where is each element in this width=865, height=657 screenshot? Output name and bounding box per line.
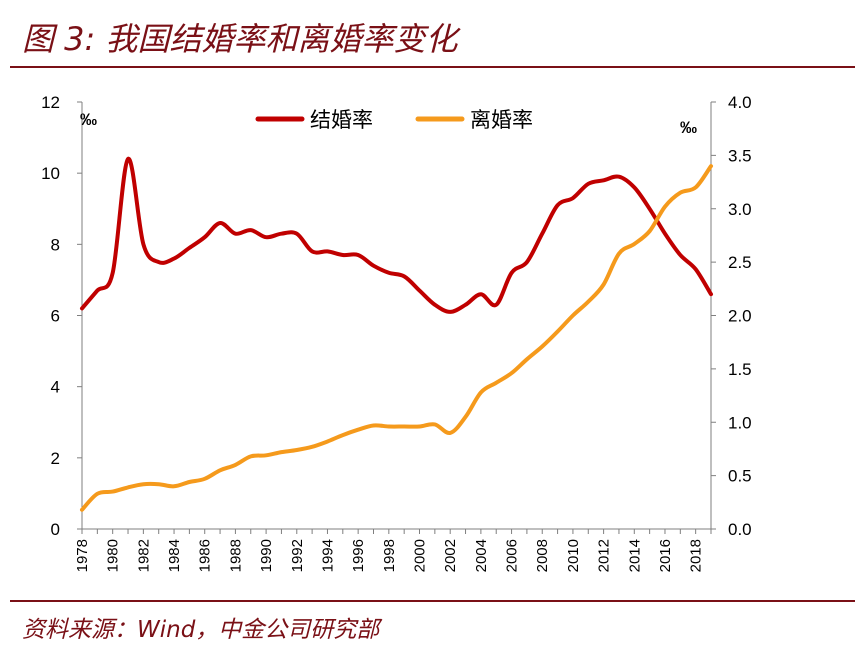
chart-title: 图 3: 我国结婚率和离婚率变化	[22, 20, 458, 58]
right-tick-label: 4.0	[728, 93, 752, 112]
right-tick-label: 0.5	[728, 467, 752, 486]
legend-divorce-label: 离婚率	[470, 108, 533, 132]
left-tick-label: 10	[41, 164, 60, 183]
axes	[81, 102, 712, 530]
right-tick-label: 0.0	[728, 520, 752, 539]
x-tick-label: 1992	[289, 539, 306, 572]
source-note: 资料来源：Wind，中金公司研究部	[22, 617, 380, 643]
right-axis-ticks: 0.0 0.5 1.0 1.5 2.0 2.5 3.0 3.5 4.0	[711, 93, 752, 539]
x-tick-label: 1980	[105, 539, 122, 572]
x-tick-label: 2002	[442, 539, 459, 572]
x-tick-label: 2000	[412, 539, 429, 572]
right-tick-label: 2.0	[728, 307, 752, 326]
x-tick-label: 2006	[504, 539, 521, 572]
left-tick-label: 6	[51, 307, 60, 326]
x-tick-label: 2004	[473, 539, 490, 572]
x-tick-label: 2016	[657, 539, 674, 572]
x-tick-label: 1994	[319, 539, 336, 572]
right-tick-label: 1.0	[728, 413, 752, 432]
legend-marriage-label: 结婚率	[310, 108, 373, 132]
x-tick-label: 2014	[626, 539, 643, 572]
x-tick-label: 1984	[166, 539, 183, 572]
x-axis-ticks: 1978 1980 1982 1984 1986 1988 1990 1992 1994 1996…	[74, 529, 712, 572]
x-tick-label: 1990	[258, 539, 275, 572]
x-tick-label: 2012	[596, 539, 613, 572]
left-tick-label: 12	[41, 93, 60, 112]
right-tick-label: 2.5	[728, 253, 752, 272]
x-tick-label: 2018	[688, 539, 705, 572]
x-tick-label: 1996	[350, 539, 367, 572]
right-axis-unit: ‰	[680, 118, 697, 137]
x-tick-label: 1982	[135, 539, 152, 572]
x-tick-label: 2008	[534, 539, 551, 572]
x-tick-label: 1978	[74, 539, 91, 572]
left-tick-label: 2	[51, 449, 60, 468]
series-lines	[80, 156, 713, 512]
left-axis-unit: ‰	[80, 110, 97, 129]
x-tick-label: 2010	[565, 539, 582, 572]
x-tick-label: 1998	[381, 539, 398, 572]
x-tick-label: 1986	[197, 539, 214, 572]
right-tick-label: 3.0	[728, 200, 752, 219]
marriage-rate-line	[80, 156, 713, 314]
right-tick-label: 3.5	[728, 146, 752, 165]
left-tick-label: 0	[51, 520, 60, 539]
left-tick-label: 4	[51, 378, 60, 397]
divorce-rate-line	[80, 164, 713, 512]
left-axis-ticks: 0 2 4 6 8 10 12	[41, 93, 82, 539]
right-tick-label: 1.5	[728, 360, 752, 379]
title-divider	[10, 66, 855, 68]
x-tick-label: 1988	[227, 539, 244, 572]
left-tick-label: 8	[51, 235, 60, 254]
footer-divider	[10, 600, 855, 602]
legend: 结婚率 离婚率	[255, 108, 533, 132]
